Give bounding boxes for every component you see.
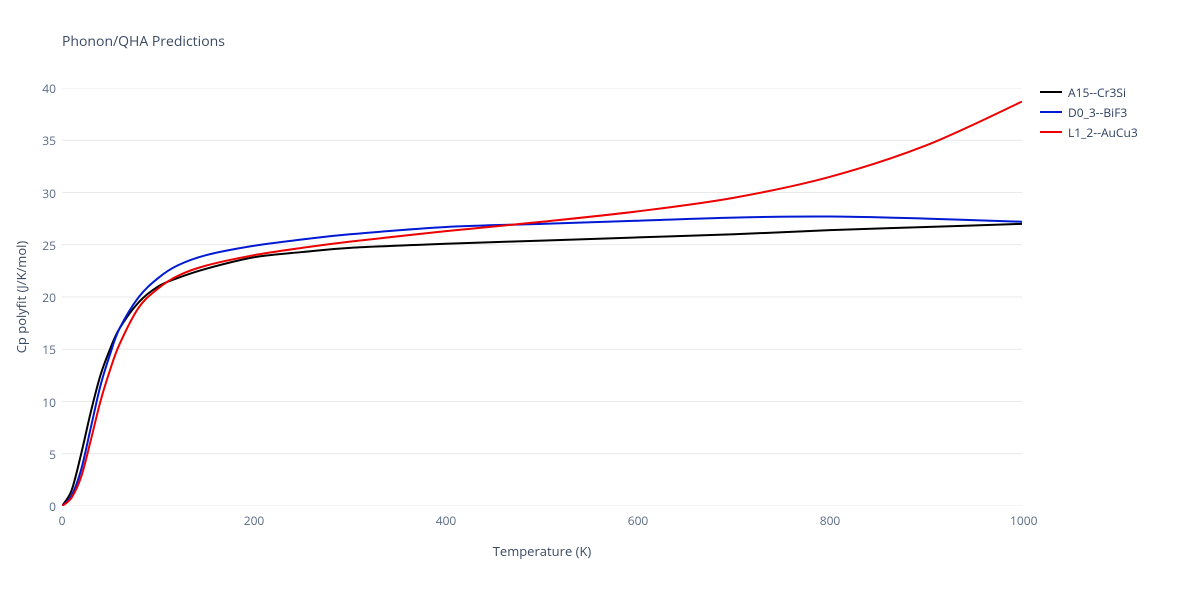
legend-label: D0_3--BiF3 bbox=[1068, 104, 1127, 121]
legend-item[interactable]: A15--Cr3Si bbox=[1040, 82, 1138, 102]
x-tick-label: 1000 bbox=[1010, 512, 1034, 529]
legend-item[interactable]: L1_2--AuCu3 bbox=[1040, 122, 1138, 142]
legend-label: A15--Cr3Si bbox=[1068, 84, 1126, 101]
legend-swatch bbox=[1040, 111, 1062, 113]
legend-label: L1_2--AuCu3 bbox=[1068, 124, 1138, 141]
y-tick-label: 0 bbox=[34, 498, 56, 515]
y-tick-label: 20 bbox=[34, 289, 56, 306]
legend-item[interactable]: D0_3--BiF3 bbox=[1040, 102, 1138, 122]
x-axis-label: Temperature (K) bbox=[62, 542, 1022, 560]
y-axis-label: Cp polyfit (J/K/mol) bbox=[12, 88, 32, 506]
y-tick-label: 40 bbox=[34, 80, 56, 97]
x-tick-label: 400 bbox=[434, 512, 458, 529]
plot-area[interactable] bbox=[62, 88, 1022, 506]
chart-title: Phonon/QHA Predictions bbox=[62, 32, 225, 51]
x-tick-label: 600 bbox=[626, 512, 650, 529]
y-tick-label: 5 bbox=[34, 446, 56, 463]
y-tick-label: 15 bbox=[34, 341, 56, 358]
series-line[interactable] bbox=[62, 102, 1022, 506]
legend-swatch bbox=[1040, 91, 1062, 93]
x-tick-label: 800 bbox=[818, 512, 842, 529]
legend-swatch bbox=[1040, 131, 1062, 133]
y-tick-label: 30 bbox=[34, 185, 56, 202]
legend[interactable]: A15--Cr3Si D0_3--BiF3 L1_2--AuCu3 bbox=[1040, 82, 1138, 142]
y-tick-label: 10 bbox=[34, 394, 56, 411]
y-tick-label: 35 bbox=[34, 132, 56, 149]
series-line[interactable] bbox=[62, 217, 1022, 506]
x-tick-label: 200 bbox=[242, 512, 266, 529]
chart-container: Phonon/QHA Predictions 0 200 400 600 800 1000… bbox=[0, 0, 1200, 600]
y-tick-label: 25 bbox=[34, 237, 56, 254]
